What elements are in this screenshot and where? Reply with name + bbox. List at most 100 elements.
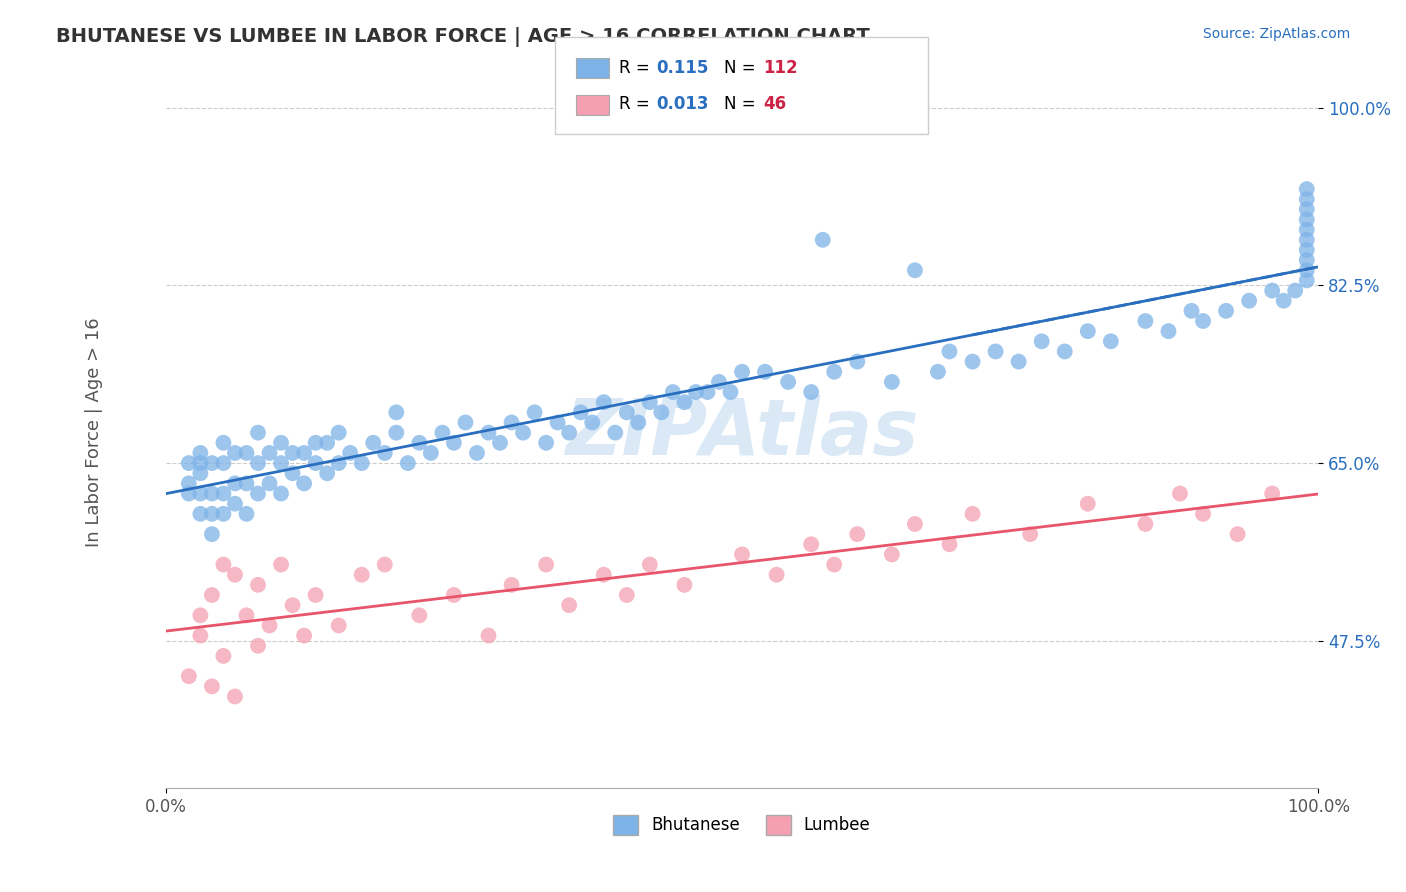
Point <box>1077 497 1099 511</box>
Point <box>1168 486 1191 500</box>
Point <box>1053 344 1076 359</box>
Point <box>1180 303 1202 318</box>
Point <box>454 416 477 430</box>
Point <box>1157 324 1180 338</box>
Point <box>270 456 292 470</box>
Point <box>212 558 235 572</box>
Point <box>1261 284 1284 298</box>
Point <box>616 588 638 602</box>
Point <box>190 467 212 481</box>
Point <box>190 456 212 470</box>
Point <box>304 456 326 470</box>
Point <box>605 425 627 440</box>
Point <box>385 405 408 419</box>
Point <box>465 446 488 460</box>
Point <box>316 467 339 481</box>
Point <box>558 425 581 440</box>
Point <box>328 425 350 440</box>
Point <box>707 375 730 389</box>
Point <box>880 548 903 562</box>
Point <box>201 456 224 470</box>
Point <box>1237 293 1260 308</box>
Point <box>904 516 927 531</box>
Point <box>558 598 581 612</box>
Text: 112: 112 <box>763 59 799 77</box>
Point <box>246 425 269 440</box>
Point <box>270 486 292 500</box>
Point <box>304 588 326 602</box>
Point <box>592 395 614 409</box>
Point <box>662 385 685 400</box>
Point <box>1295 222 1317 236</box>
Point <box>811 233 834 247</box>
Point <box>350 567 373 582</box>
Point <box>800 537 823 551</box>
Point <box>1295 243 1317 257</box>
Point <box>904 263 927 277</box>
Point <box>190 446 212 460</box>
Point <box>984 344 1007 359</box>
Point <box>304 435 326 450</box>
Text: ZIPAtlas: ZIPAtlas <box>565 394 918 471</box>
Point <box>270 435 292 450</box>
Point <box>1226 527 1249 541</box>
Point <box>880 375 903 389</box>
Point <box>224 690 246 704</box>
Point <box>800 385 823 400</box>
Point <box>328 456 350 470</box>
Point <box>754 365 776 379</box>
Point <box>408 608 430 623</box>
Point <box>177 456 200 470</box>
Point <box>696 385 718 400</box>
Point <box>720 385 742 400</box>
Point <box>673 395 696 409</box>
Text: R =: R = <box>619 95 655 113</box>
Point <box>292 476 315 491</box>
Point <box>489 435 512 450</box>
Point <box>938 344 960 359</box>
Point <box>1099 334 1122 349</box>
Point <box>259 446 281 460</box>
Point <box>477 629 499 643</box>
Point <box>190 629 212 643</box>
Point <box>581 416 603 430</box>
Point <box>523 405 546 419</box>
Point <box>374 446 396 460</box>
Point <box>1192 507 1215 521</box>
Point <box>501 416 523 430</box>
Point <box>235 446 257 460</box>
Point <box>259 618 281 632</box>
Point <box>731 365 754 379</box>
Point <box>534 435 557 450</box>
Point <box>1295 192 1317 206</box>
Point <box>281 467 304 481</box>
Point <box>731 548 754 562</box>
Legend: Bhutanese, Lumbee: Bhutanese, Lumbee <box>605 806 879 844</box>
Y-axis label: In Labor Force | Age > 16: In Labor Force | Age > 16 <box>86 318 103 548</box>
Point <box>177 476 200 491</box>
Point <box>212 435 235 450</box>
Point <box>270 558 292 572</box>
Point <box>361 435 384 450</box>
Point <box>1272 293 1295 308</box>
Point <box>339 446 361 460</box>
Point <box>177 486 200 500</box>
Point <box>1295 233 1317 247</box>
Point <box>259 476 281 491</box>
Text: 46: 46 <box>763 95 786 113</box>
Point <box>547 416 569 430</box>
Point <box>246 486 269 500</box>
Point <box>1135 516 1157 531</box>
Point <box>1261 486 1284 500</box>
Point <box>1019 527 1042 541</box>
Point <box>1295 212 1317 227</box>
Point <box>512 425 534 440</box>
Point <box>938 537 960 551</box>
Point <box>224 497 246 511</box>
Text: Source: ZipAtlas.com: Source: ZipAtlas.com <box>1202 27 1350 41</box>
Point <box>292 446 315 460</box>
Point <box>778 375 800 389</box>
Point <box>1192 314 1215 328</box>
Point <box>419 446 441 460</box>
Point <box>224 567 246 582</box>
